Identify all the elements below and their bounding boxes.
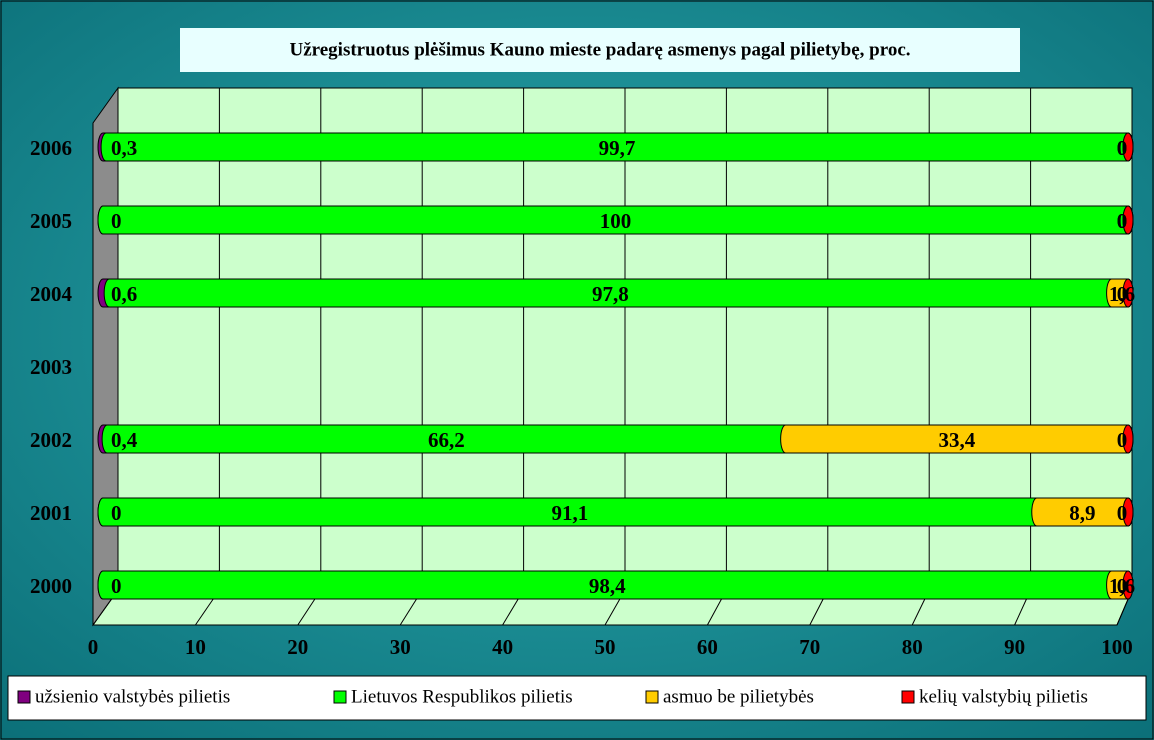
data-label: 0,6: [111, 282, 137, 306]
data-label: 66,2: [428, 428, 465, 452]
side-wall: [92, 86, 119, 627]
legend-label: užsienio valstybės pilietis: [35, 686, 230, 707]
x-tick-label: 100: [1101, 635, 1133, 659]
data-label: 8,9: [1069, 501, 1095, 525]
x-tick-label: 50: [595, 635, 616, 659]
x-tick-label: 80: [902, 635, 923, 659]
x-tick-label: 0: [88, 635, 99, 659]
data-label: 91,1: [552, 501, 589, 525]
bar-segment: [1122, 205, 1134, 235]
data-label: 1,6: [1109, 574, 1135, 598]
bar-segment: [1122, 132, 1134, 162]
legend-swatch: [17, 690, 31, 704]
y-tick-label: 2000: [30, 574, 72, 598]
bar-segment: [1122, 424, 1134, 454]
y-tick-label: 2006: [30, 136, 72, 160]
bar-segment: [1122, 497, 1134, 527]
y-tick-label: 2001: [30, 501, 72, 525]
legend-label: kelių valstybių pilietis: [919, 686, 1088, 707]
data-label: 0: [1117, 209, 1128, 233]
data-label: 0: [1117, 136, 1128, 160]
data-label: 0: [111, 501, 122, 525]
data-label: 99,7: [599, 136, 636, 160]
y-tick-label: 2005: [30, 209, 72, 233]
bar-segment: [1122, 570, 1134, 600]
data-label: 0,4: [111, 428, 138, 452]
bar-segment: [1122, 278, 1134, 308]
title-box: [180, 28, 1020, 72]
chart-title: Užregistruotus plėšimus Kauno mieste pad…: [289, 39, 910, 60]
data-label: 33,4: [938, 428, 975, 452]
legend-swatch: [333, 690, 347, 704]
x-tick-label: 70: [799, 635, 820, 659]
x-tick-label: 60: [697, 635, 718, 659]
x-tick-label: 20: [287, 635, 308, 659]
data-label: 0: [1117, 282, 1128, 306]
data-label: 1,6: [1109, 282, 1135, 306]
data-label: 98,4: [589, 574, 626, 598]
data-label: 97,8: [592, 282, 629, 306]
data-label: 0: [1117, 574, 1128, 598]
data-label: 0: [111, 209, 122, 233]
legend-label: Lietuvos Respublikos pilietis: [351, 686, 573, 707]
x-tick-label: 90: [1004, 635, 1025, 659]
x-tick-label: 10: [185, 635, 206, 659]
legend-box: [7, 675, 1147, 721]
y-tick-label: 2003: [30, 355, 72, 379]
data-label: 0: [1117, 209, 1128, 233]
legend-swatch: [645, 690, 659, 704]
data-label: 100: [600, 209, 632, 233]
data-label: 0: [1117, 136, 1128, 160]
data-label: 0: [111, 574, 122, 598]
data-label: 0,3: [111, 136, 137, 160]
data-label: 0: [1117, 428, 1128, 452]
x-tick-label: 30: [390, 635, 411, 659]
legend-swatch: [901, 690, 915, 704]
x-tick-label: 40: [492, 635, 513, 659]
legend-label: asmuo be pilietybės: [663, 686, 814, 707]
y-tick-label: 2004: [30, 282, 73, 306]
data-label: 0: [1117, 501, 1128, 525]
y-tick-label: 2002: [30, 428, 72, 452]
